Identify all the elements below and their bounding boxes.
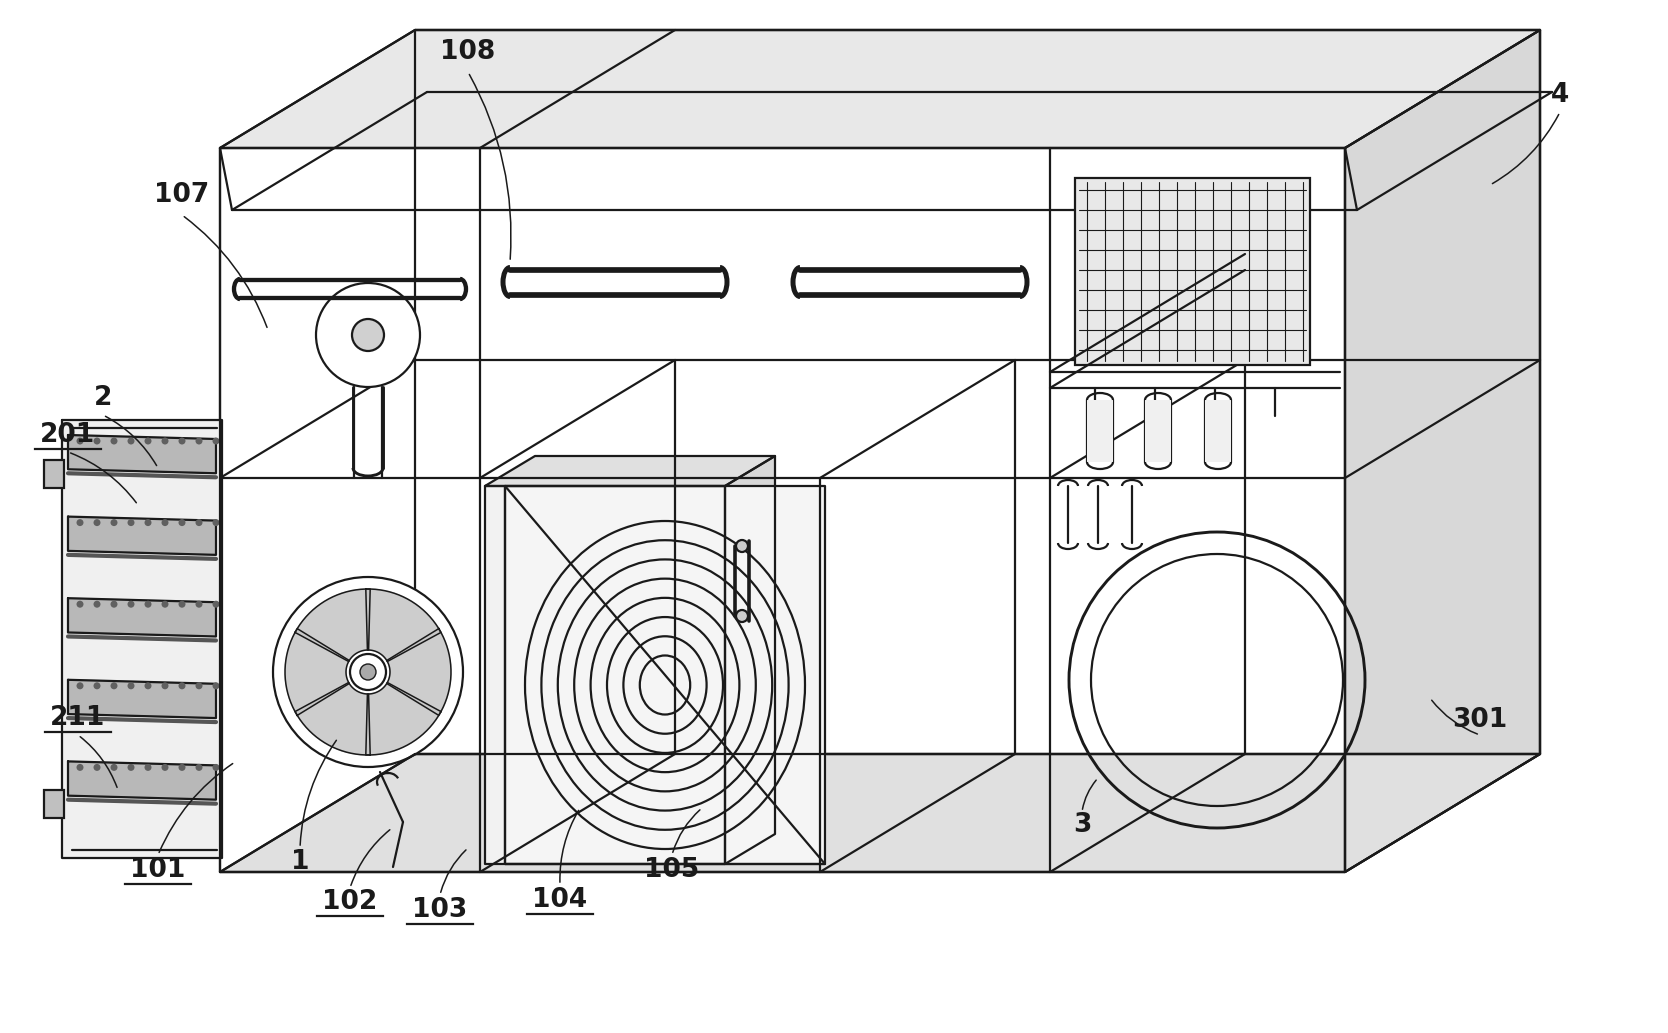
Polygon shape <box>220 754 1540 872</box>
Circle shape <box>110 520 117 526</box>
Polygon shape <box>220 148 1344 872</box>
Bar <box>1144 400 1171 462</box>
Circle shape <box>93 520 100 526</box>
Circle shape <box>93 683 100 689</box>
Text: 3: 3 <box>1073 812 1091 838</box>
Circle shape <box>195 601 202 607</box>
Circle shape <box>162 520 168 526</box>
Text: 4: 4 <box>1551 82 1570 108</box>
Polygon shape <box>505 486 826 864</box>
Circle shape <box>77 520 83 526</box>
Polygon shape <box>68 516 215 555</box>
Circle shape <box>93 601 100 607</box>
Circle shape <box>77 683 83 689</box>
Circle shape <box>77 438 83 444</box>
Text: 201: 201 <box>40 422 95 448</box>
Circle shape <box>127 438 135 444</box>
Text: 103: 103 <box>412 897 467 924</box>
Circle shape <box>350 654 385 690</box>
Circle shape <box>212 601 220 607</box>
Circle shape <box>162 438 168 444</box>
Circle shape <box>145 438 152 444</box>
Circle shape <box>162 683 168 689</box>
Polygon shape <box>1344 30 1540 872</box>
Polygon shape <box>387 629 450 716</box>
Text: 107: 107 <box>155 182 210 208</box>
Circle shape <box>195 438 202 444</box>
Circle shape <box>178 520 185 526</box>
Text: 301: 301 <box>1453 707 1508 733</box>
Polygon shape <box>68 761 215 800</box>
Polygon shape <box>68 680 215 718</box>
Bar <box>1074 178 1309 365</box>
Polygon shape <box>68 598 215 636</box>
Bar <box>43 790 63 818</box>
Circle shape <box>162 601 168 607</box>
Circle shape <box>212 520 220 526</box>
Circle shape <box>178 438 185 444</box>
Polygon shape <box>220 30 1540 148</box>
Circle shape <box>736 540 747 552</box>
Circle shape <box>212 683 220 689</box>
Circle shape <box>110 601 117 607</box>
Circle shape <box>110 683 117 689</box>
Polygon shape <box>62 420 222 858</box>
Circle shape <box>178 601 185 607</box>
Circle shape <box>110 763 117 771</box>
Circle shape <box>145 520 152 526</box>
Circle shape <box>110 438 117 444</box>
Circle shape <box>77 763 83 771</box>
Text: 105: 105 <box>644 857 699 883</box>
Circle shape <box>127 763 135 771</box>
Polygon shape <box>365 683 440 755</box>
Text: 101: 101 <box>130 857 185 883</box>
Circle shape <box>145 763 152 771</box>
Circle shape <box>212 763 220 771</box>
Text: 102: 102 <box>322 889 377 915</box>
Circle shape <box>195 520 202 526</box>
Circle shape <box>127 601 135 607</box>
Circle shape <box>315 283 420 387</box>
Circle shape <box>195 683 202 689</box>
Circle shape <box>145 601 152 607</box>
Polygon shape <box>295 589 370 661</box>
Text: 108: 108 <box>440 39 495 65</box>
Polygon shape <box>68 435 215 473</box>
Circle shape <box>274 577 464 766</box>
Circle shape <box>93 438 100 444</box>
Circle shape <box>77 601 83 607</box>
Polygon shape <box>295 683 370 755</box>
Text: 1: 1 <box>290 849 309 875</box>
Bar <box>1204 400 1231 462</box>
Circle shape <box>93 763 100 771</box>
Circle shape <box>127 683 135 689</box>
Polygon shape <box>726 456 776 864</box>
Circle shape <box>195 763 202 771</box>
Polygon shape <box>485 486 726 864</box>
Bar <box>43 460 63 488</box>
Circle shape <box>162 763 168 771</box>
Circle shape <box>212 438 220 444</box>
Circle shape <box>360 664 375 680</box>
Polygon shape <box>485 456 776 486</box>
Circle shape <box>178 763 185 771</box>
Circle shape <box>352 319 384 351</box>
Circle shape <box>736 611 747 622</box>
Text: 211: 211 <box>50 705 105 731</box>
Polygon shape <box>505 486 826 864</box>
Text: 2: 2 <box>93 385 112 411</box>
Text: 104: 104 <box>532 887 587 913</box>
Polygon shape <box>285 629 349 716</box>
Circle shape <box>178 683 185 689</box>
Polygon shape <box>365 589 440 661</box>
Bar <box>1088 400 1113 462</box>
Circle shape <box>127 520 135 526</box>
Circle shape <box>145 683 152 689</box>
